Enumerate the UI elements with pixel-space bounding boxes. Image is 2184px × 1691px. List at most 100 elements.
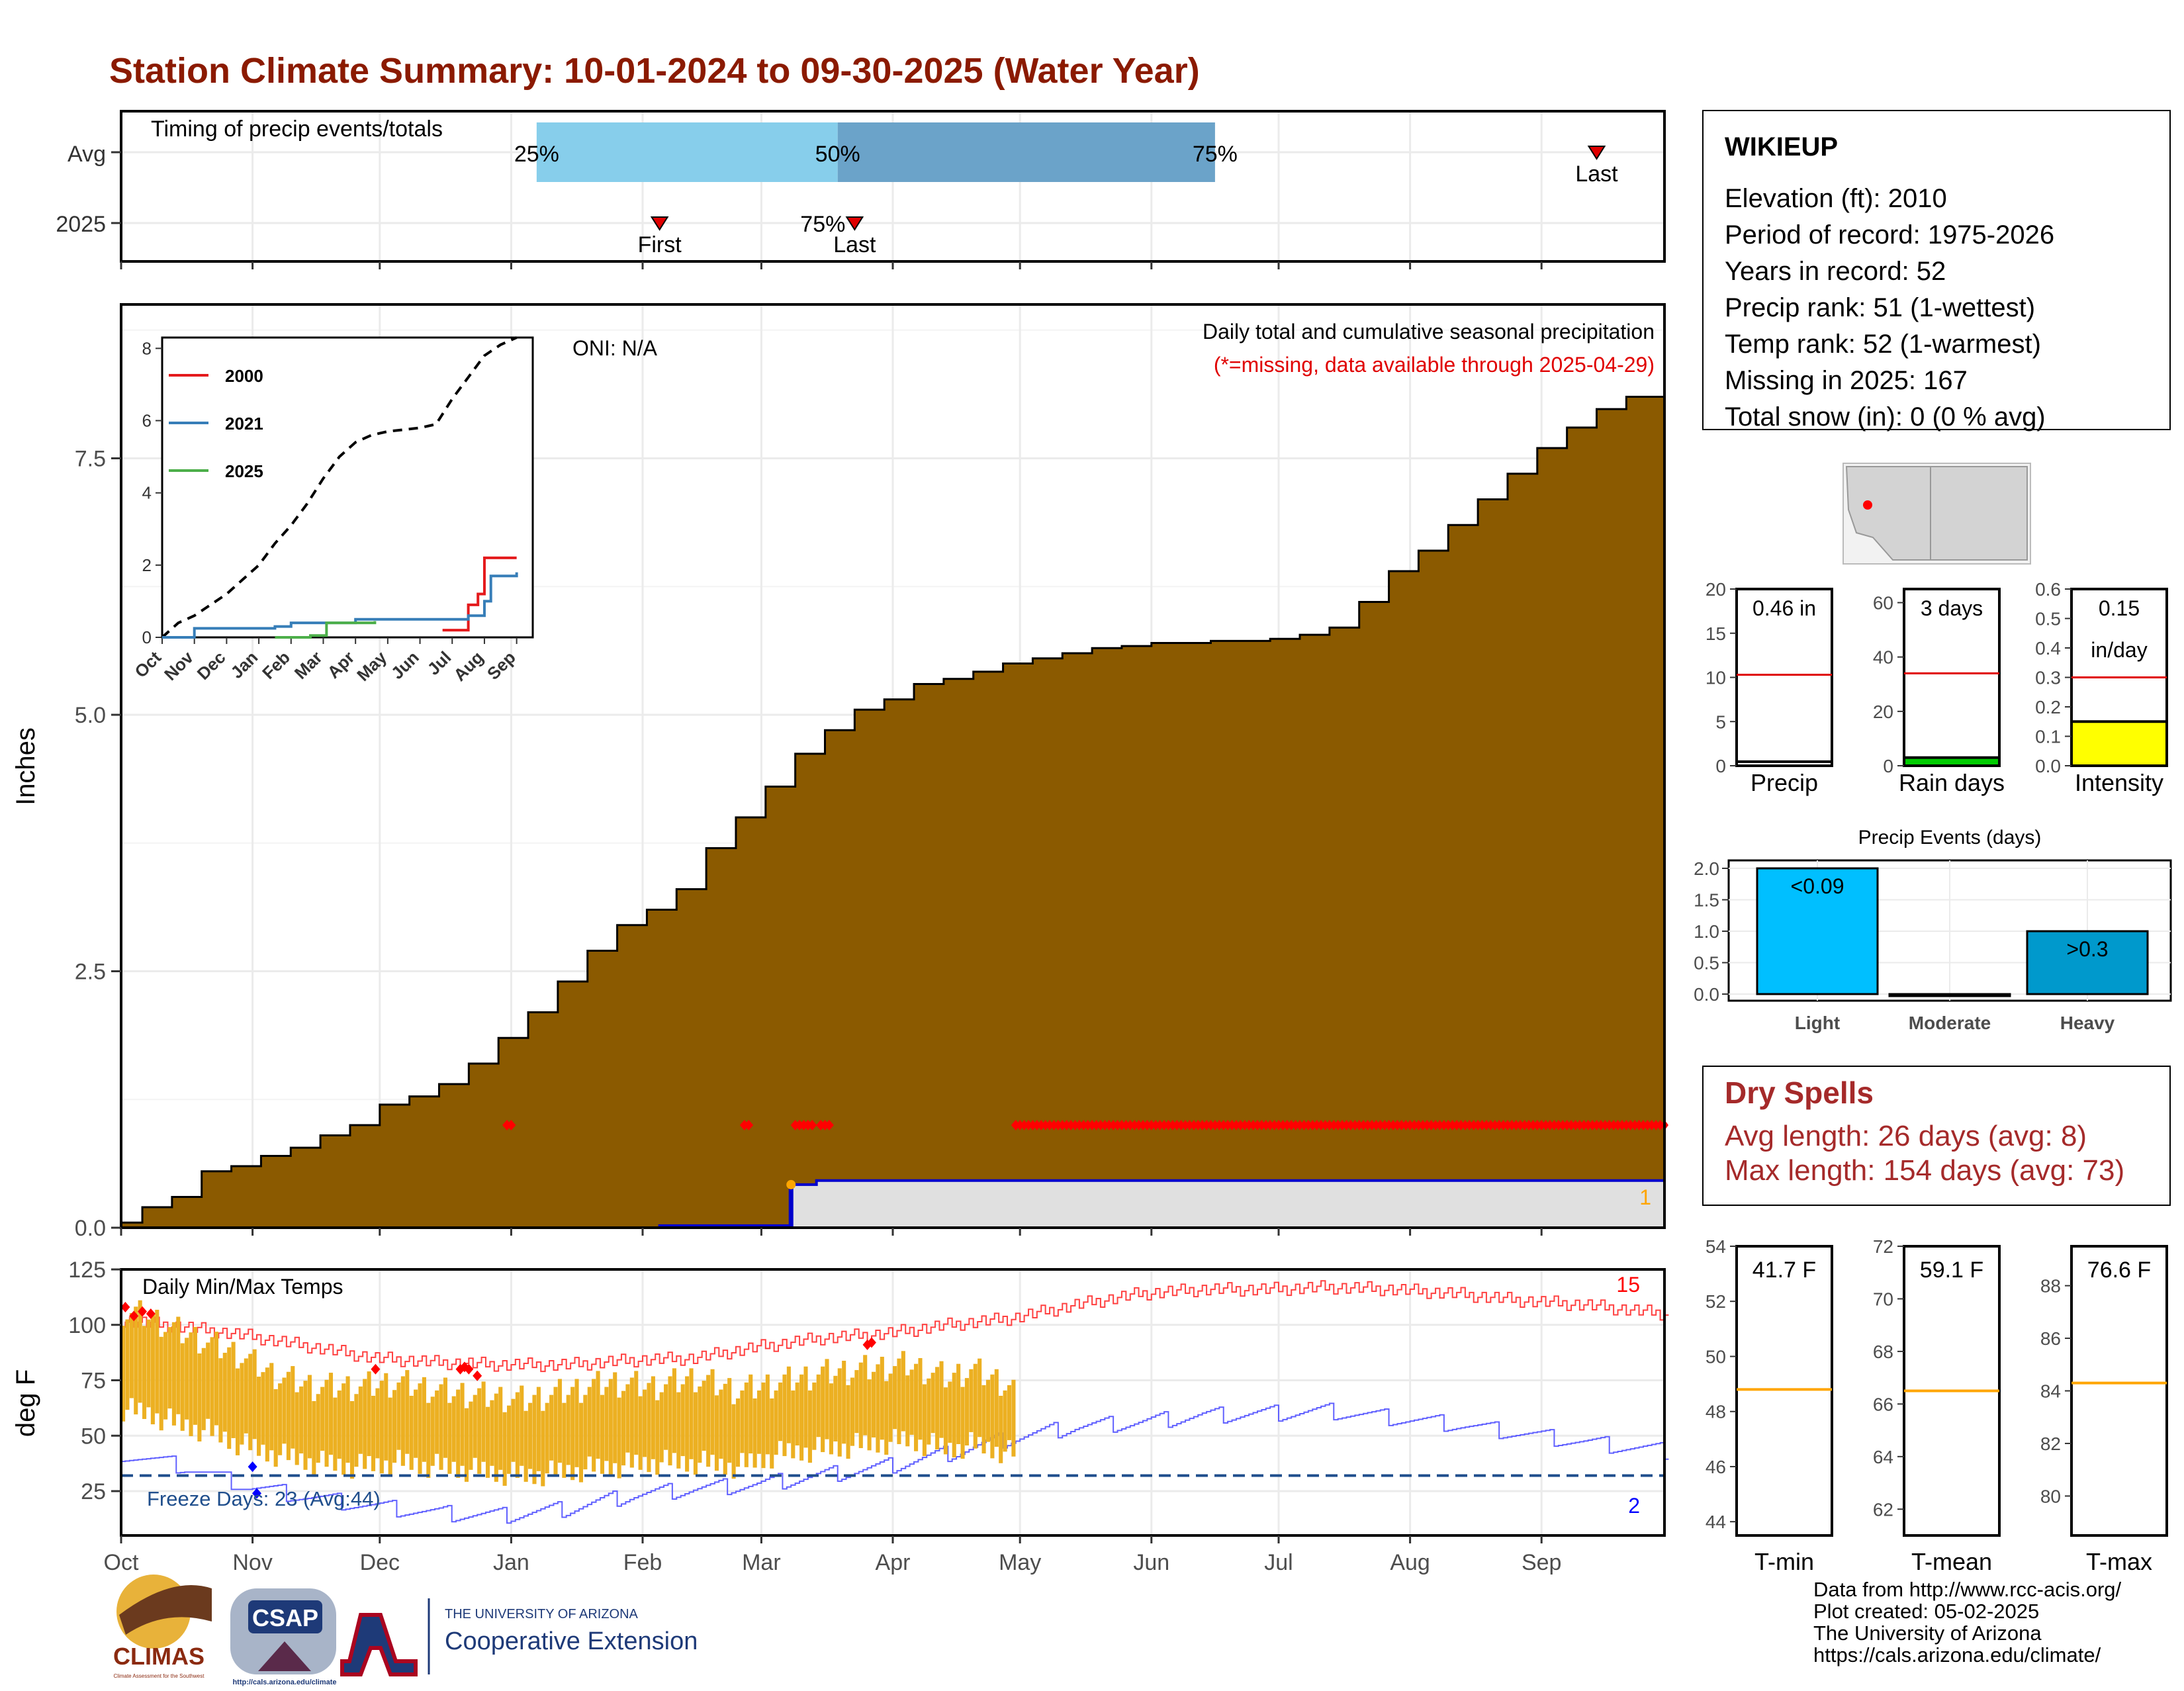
timing-avg-last-marker — [1587, 146, 1606, 160]
missing-marker — [1393, 1120, 1402, 1130]
record-high-marker — [371, 1363, 381, 1375]
daily-temp-bar — [511, 1398, 516, 1462]
daily-temp-bar — [553, 1387, 558, 1476]
daily-temp-bar — [520, 1385, 524, 1466]
missing-marker — [1448, 1120, 1457, 1130]
events-x-label: Moderate — [1909, 1013, 1991, 1033]
events-x-label: Light — [1795, 1013, 1840, 1033]
missing-marker — [1210, 1120, 1219, 1130]
daily-temp-bar — [698, 1386, 702, 1463]
daily-temp-bar — [829, 1383, 833, 1455]
daily-temp-bar — [146, 1319, 151, 1408]
inset-y-tick-label: 0 — [142, 627, 152, 647]
missing-marker — [1541, 1120, 1550, 1130]
missing-marker — [1275, 1120, 1283, 1130]
missing-marker — [1486, 1120, 1495, 1130]
daily-temp-bar — [536, 1387, 541, 1471]
daily-temp-bar — [125, 1319, 130, 1410]
daily-temp-bar — [685, 1376, 690, 1472]
daily-temp-bar — [197, 1353, 202, 1441]
daily-temp-bar — [837, 1368, 842, 1457]
precip-y-tick-label: 7.5 — [75, 447, 106, 472]
missing-marker — [1457, 1120, 1465, 1130]
daily-temp-bar — [621, 1391, 626, 1466]
missing-marker — [1037, 1120, 1046, 1130]
missing-marker — [1571, 1120, 1580, 1130]
summary-bar-frame — [1735, 588, 1833, 767]
daily-temp-bar — [863, 1355, 868, 1436]
daily-temp-bar — [807, 1390, 812, 1463]
summary-bar-frame — [1903, 588, 2001, 767]
events-title: Precip Events (days) — [1858, 827, 2042, 848]
daily-temp-bar — [893, 1366, 897, 1430]
summary-bar-value-unit: in/day — [2091, 638, 2147, 662]
missing-marker — [1011, 1120, 1020, 1130]
missing-marker — [1334, 1120, 1342, 1130]
temp-summary-y-tick-label: 52 — [1706, 1291, 1726, 1312]
dry-spells-box: Dry Spells Avg length: 26 days (avg: 8) … — [1702, 1066, 2171, 1206]
daily-temp-bar — [956, 1363, 961, 1444]
daily-temp-bar — [638, 1396, 643, 1470]
temp-summary-label: T-max — [2086, 1548, 2152, 1575]
summary-bar-y-tick-label: 15 — [1706, 623, 1726, 644]
daily-temp-bar — [375, 1388, 380, 1459]
daily-temp-bar — [744, 1382, 749, 1467]
daily-temp-bar — [918, 1358, 923, 1440]
missing-marker — [1228, 1120, 1236, 1130]
missing-marker — [1160, 1120, 1169, 1130]
daily-temp-bar — [494, 1393, 498, 1482]
daily-temp-bar — [150, 1314, 155, 1425]
daily-temp-bar — [846, 1385, 850, 1459]
missing-marker — [1465, 1120, 1474, 1130]
missing-marker — [1414, 1120, 1423, 1130]
daily-temp-bar — [749, 1374, 753, 1454]
summary-bar-y-tick-label: 10 — [1706, 668, 1726, 688]
missing-marker — [1117, 1120, 1126, 1130]
temp-summary-value-label: 59.1 F — [1920, 1257, 1983, 1283]
missing-marker — [1219, 1120, 1228, 1130]
daily-temp-bar — [176, 1316, 181, 1414]
daily-temp-bar — [723, 1383, 727, 1475]
timing-row-label: 2025 — [56, 212, 106, 237]
daily-temp-bar — [244, 1358, 248, 1434]
summary-bar-y-tick-label: 20 — [1873, 702, 1893, 722]
daily-temp-bar — [159, 1336, 163, 1431]
daily-temp-bar — [943, 1387, 948, 1455]
daily-temp-bar — [592, 1379, 596, 1472]
temp-summary-y-tick-label: 80 — [2040, 1486, 2061, 1506]
missing-marker — [1206, 1120, 1215, 1130]
missing-marker — [1266, 1120, 1275, 1130]
missing-marker — [1198, 1120, 1206, 1130]
summary-bar-value — [1903, 756, 2001, 767]
missing-marker — [1567, 1120, 1576, 1130]
daily-temp-bar — [833, 1375, 838, 1441]
daily-temp-bar — [400, 1376, 405, 1466]
missing-marker — [1304, 1120, 1312, 1130]
daily-temp-bar — [994, 1369, 999, 1447]
missing-marker — [1563, 1120, 1571, 1130]
missing-marker — [1088, 1120, 1097, 1130]
daily-temp-bar — [163, 1332, 168, 1420]
missing-marker — [1028, 1120, 1037, 1130]
daily-temp-bar — [396, 1382, 401, 1450]
missing-marker — [1432, 1120, 1440, 1130]
daily-temp-bar — [659, 1392, 664, 1463]
daily-temp-bar — [295, 1392, 299, 1465]
missing-marker — [1126, 1120, 1134, 1130]
events-y-tick-label: 0.0 — [1694, 984, 1719, 1005]
temp-summary-frame — [1735, 1245, 1833, 1537]
missing-marker — [1406, 1120, 1414, 1130]
month-label: Jan — [493, 1550, 529, 1575]
missing-marker — [1130, 1120, 1139, 1130]
daily-temp-bar — [574, 1379, 579, 1467]
timing-avg-last-label: Last — [1575, 161, 1618, 187]
daily-temp-bar — [905, 1375, 910, 1447]
events-y-tick-label: 1.5 — [1694, 890, 1719, 911]
missing-marker — [1474, 1120, 1482, 1130]
daily-temp-bar — [138, 1300, 142, 1403]
missing-marker — [1079, 1120, 1088, 1130]
summary-bar-y-tick-label: 0 — [1883, 756, 1893, 776]
daily-temp-bar — [756, 1390, 762, 1454]
missing-marker — [1444, 1120, 1453, 1130]
